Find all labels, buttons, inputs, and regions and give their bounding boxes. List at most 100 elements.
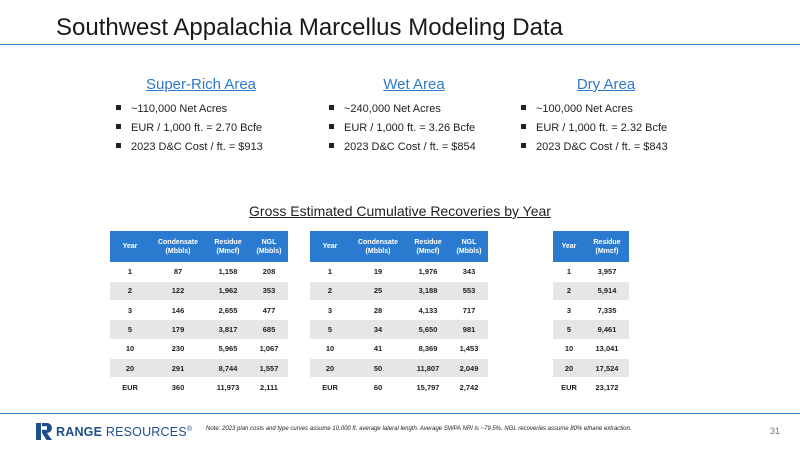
table-row: 20 17,524: [553, 358, 629, 379]
column-header: Residue (Mmcf): [206, 231, 250, 262]
table-cell: 10: [110, 339, 150, 359]
table-cell: 5: [310, 319, 350, 340]
table-cell: 1: [310, 262, 350, 282]
square-bullet-icon: [329, 105, 334, 110]
table-row: 1 3,957: [553, 262, 629, 282]
square-bullet-icon: [116, 143, 121, 148]
bullet-text: 2023 D&C Cost / ft. = $913: [131, 141, 263, 153]
table-row: 5 9,461: [553, 319, 629, 340]
table-cell: 11,807: [406, 358, 450, 379]
area-wet: Wet Area ~240,000 Net Acres EUR / 1,000 …: [329, 76, 499, 157]
table-cell: 4,133: [406, 300, 450, 321]
table-cell: 3: [553, 300, 585, 321]
table-cell: 3: [110, 300, 150, 321]
table-cell: 1,067: [250, 339, 288, 359]
column-header: NGL (Mbbls): [450, 231, 488, 262]
table-cell: 2: [310, 281, 350, 302]
bullet-text: ~100,000 Net Acres: [536, 103, 633, 115]
square-bullet-icon: [116, 124, 121, 129]
table-row: EUR 360 11,973 2,111: [110, 377, 288, 398]
table-cell: 1,158: [206, 262, 250, 282]
title-divider: [0, 44, 800, 45]
table-cell: 3: [310, 300, 350, 321]
table-cell: 2: [553, 281, 585, 302]
table-row: 3 146 2,655 477: [110, 300, 288, 321]
table-row: 1 87 1,158 208: [110, 262, 288, 282]
table-cell: 981: [450, 319, 488, 340]
area-super-rich: Super-Rich Area ~110,000 Net Acres EUR /…: [116, 76, 286, 157]
table-cell: 146: [150, 300, 206, 321]
table-cell: 20: [110, 358, 150, 379]
table-row: EUR 60 15,797 2,742: [310, 377, 488, 398]
table-cell: 553: [450, 281, 488, 302]
page-title: Southwest Appalachia Marcellus Modeling …: [56, 14, 563, 41]
table-cell: 10: [310, 339, 350, 359]
table-cell: 5,965: [206, 339, 250, 359]
table-cell: 25: [350, 281, 406, 302]
table-cell: 5,914: [585, 281, 629, 302]
table-cell: 11,973: [206, 377, 250, 398]
table-cell: 10: [553, 339, 585, 359]
table-cell: EUR: [310, 377, 350, 398]
table-cell: 41: [350, 339, 406, 359]
table-cell: 13,041: [585, 339, 629, 359]
table-cell: 9,461: [585, 319, 629, 340]
square-bullet-icon: [521, 105, 526, 110]
table-cell: 122: [150, 281, 206, 302]
bullet-text: ~110,000 Net Acres: [131, 103, 228, 115]
list-item: 2023 D&C Cost / ft. = $913: [116, 138, 286, 157]
table-cell: EUR: [110, 377, 150, 398]
table-row: 3 7,335: [553, 300, 629, 321]
table-cell: 87: [150, 262, 206, 282]
table-cell: 230: [150, 339, 206, 359]
logo-text: RANGE RESOURCES®: [56, 424, 193, 439]
table-cell: 717: [450, 300, 488, 321]
table-cell: 19: [350, 262, 406, 282]
table-cell: 28: [350, 300, 406, 321]
column-header: Year: [110, 231, 150, 262]
table-row: 2 5,914: [553, 281, 629, 302]
table-row: EUR 23,172: [553, 377, 629, 398]
table-cell: 2,655: [206, 300, 250, 321]
table-cell: 2,111: [250, 377, 288, 398]
bullet-text: 2023 D&C Cost / ft. = $843: [536, 141, 668, 153]
table-cell: 1,557: [250, 358, 288, 379]
table-cell: 15,797: [406, 377, 450, 398]
list-item: 2023 D&C Cost / ft. = $843: [521, 138, 691, 157]
table-row: 3 28 4,133 717: [310, 300, 488, 321]
range-logo-icon: [36, 423, 52, 440]
table-cell: 353: [250, 281, 288, 302]
table-cell: EUR: [553, 377, 585, 398]
bullet-text: EUR / 1,000 ft. = 2.32 Bcfe: [536, 122, 668, 134]
list-item: ~110,000 Net Acres: [116, 100, 286, 119]
table-cell: 2,742: [450, 377, 488, 398]
list-item: 2023 D&C Cost / ft. = $854: [329, 138, 499, 157]
table-row: 20 50 11,807 2,049: [310, 358, 488, 379]
table-cell: 477: [250, 300, 288, 321]
table-cell: 23,172: [585, 377, 629, 398]
column-header: NGL (Mbbls): [250, 231, 288, 262]
table-cell: 3,188: [406, 281, 450, 302]
square-bullet-icon: [329, 124, 334, 129]
square-bullet-icon: [521, 124, 526, 129]
bullet-text: EUR / 1,000 ft. = 3.26 Bcfe: [344, 122, 476, 134]
company-logo: RANGE RESOURCES®: [36, 423, 192, 440]
table-cell: 50: [350, 358, 406, 379]
table-row: 10 41 8,369 1,453: [310, 339, 488, 359]
column-header: Condensate (Mbbls): [150, 231, 206, 262]
wet-recoveries-table: Year Condensate (Mbbls) Residue (Mmcf) NGL (Mb…: [310, 231, 488, 398]
list-item: EUR / 1,000 ft. = 2.70 Bcfe: [116, 119, 286, 138]
page-number: 31: [769, 426, 780, 436]
column-header: Year: [310, 231, 350, 262]
column-header: Condensate (Mbbls): [350, 231, 406, 262]
table-row: 10 230 5,965 1,067: [110, 339, 288, 359]
table-header-row: Year Residue (Mmcf): [553, 231, 629, 262]
section-title: Gross Estimated Cumulative Recoveries by…: [0, 203, 800, 219]
square-bullet-icon: [116, 105, 121, 110]
table-cell: 60: [350, 377, 406, 398]
table-row: 1 19 1,976 343: [310, 262, 488, 282]
table-cell: 208: [250, 262, 288, 282]
table-row: 2 25 3,188 553: [310, 281, 488, 302]
table-cell: 8,744: [206, 358, 250, 379]
table-cell: 1: [553, 262, 585, 282]
